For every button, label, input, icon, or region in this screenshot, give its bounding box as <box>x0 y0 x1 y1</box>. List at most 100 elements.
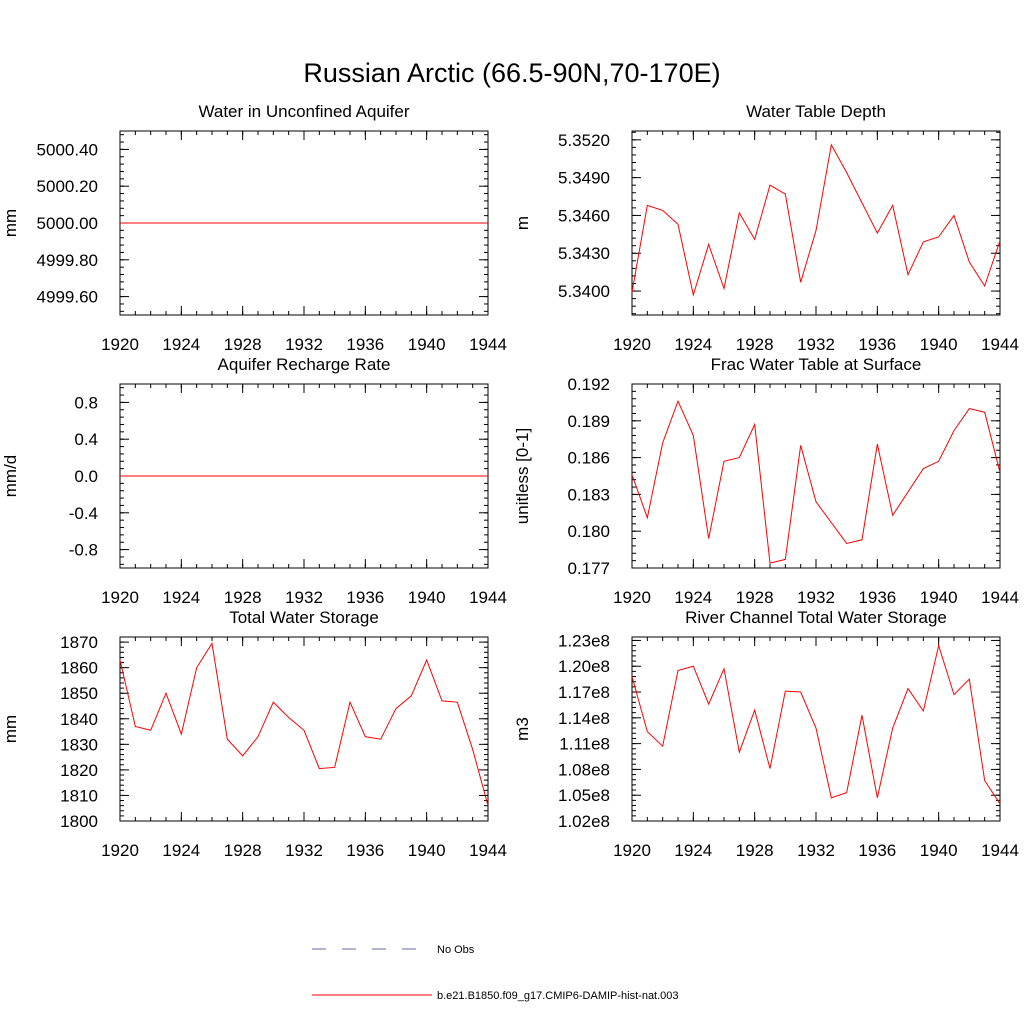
x-tick-label: 1932 <box>285 588 323 607</box>
y-tick-label: 1810 <box>60 786 98 805</box>
x-tick-label: 1936 <box>858 841 896 860</box>
y-tick-label: 1870 <box>60 633 98 652</box>
x-tick-label: 1936 <box>346 588 384 607</box>
y-tick-label: 0.180 <box>567 522 610 541</box>
x-tick-label: 1932 <box>285 841 323 860</box>
x-tick-label: 1944 <box>981 841 1019 860</box>
y-axis-label: mm <box>1 209 20 237</box>
y-tick-label: 1.08e8 <box>558 760 610 779</box>
y-tick-label: 1.05e8 <box>558 786 610 805</box>
x-tick-label: 1940 <box>408 588 446 607</box>
panel-frac-water-table: Frac Water Table at Surface unitless [0-1… <box>513 355 1019 607</box>
x-tick-label: 1920 <box>613 841 651 860</box>
panel-water-table-depth: Water Table Depth m 1920 1924 1928 1932 1936 19… <box>513 102 1019 354</box>
panel-title: Water in Unconfined Aquifer <box>198 102 409 121</box>
x-tick-label: 1928 <box>224 588 262 607</box>
series-line-total-water-storage <box>119 642 489 806</box>
panels: Water in Unconfined Aquifer mm 1920 1924 192… <box>1 102 1019 860</box>
y-tick-label: 1.02e8 <box>558 812 610 831</box>
y-tick-label: 0.192 <box>567 375 610 394</box>
x-tick-label: 1936 <box>346 841 384 860</box>
x-tick-label: 1920 <box>613 588 651 607</box>
x-tick-label: 1920 <box>101 841 139 860</box>
y-tick-label: 0.0 <box>74 467 98 486</box>
panel-total-water-storage: Total Water Storage mm 1920 1924 1928 1932 193… <box>1 608 507 860</box>
y-tick-label: 1800 <box>60 812 98 831</box>
y-tick-label: 1.20e8 <box>558 657 610 676</box>
x-tick-label: 1944 <box>981 588 1019 607</box>
x-tick-label: 1936 <box>858 335 896 354</box>
y-tick-label: 1850 <box>60 684 98 703</box>
x-tick-label: 1944 <box>981 335 1019 354</box>
x-tick-label: 1944 <box>469 841 507 860</box>
y-tick-label: -0.8 <box>69 541 98 560</box>
x-tick-label: 1928 <box>224 335 262 354</box>
y-tick-label: 1830 <box>60 735 98 754</box>
panel-title: River Channel Total Water Storage <box>685 608 947 627</box>
y-axis-label: mm <box>1 715 20 743</box>
y-axis-label: m3 <box>513 717 532 741</box>
x-tick-label: 1940 <box>920 588 958 607</box>
series-line-water-table-depth <box>631 143 1001 297</box>
y-tick-label: 5.3460 <box>558 206 610 225</box>
y-tick-label: 1.14e8 <box>558 709 610 728</box>
x-tick-label: 1936 <box>346 335 384 354</box>
x-tick-label: 1932 <box>797 588 835 607</box>
y-axis-label: unitless [0-1] <box>513 428 532 524</box>
x-tick-label: 1928 <box>736 588 774 607</box>
y-tick-label: 5.3490 <box>558 169 610 188</box>
y-tick-label: 1820 <box>60 761 98 780</box>
y-tick-label: 1.17e8 <box>558 683 610 702</box>
y-tick-label: 5000.40 <box>37 140 98 159</box>
y-tick-label: 4999.80 <box>37 251 98 270</box>
x-tick-label: 1932 <box>797 335 835 354</box>
x-tick-label: 1928 <box>736 841 774 860</box>
y-tick-label: 0.189 <box>567 412 610 431</box>
y-tick-label: 4999.60 <box>37 288 98 307</box>
x-tick-label: 1940 <box>408 841 446 860</box>
panel-title: Water Table Depth <box>746 102 886 121</box>
figure-title: Russian Arctic (66.5-90N,70-170E) <box>303 58 720 88</box>
x-tick-label: 1928 <box>736 335 774 354</box>
series-line-river-channel-storage <box>631 643 1001 805</box>
x-tick-label: 1920 <box>613 335 651 354</box>
x-tick-label: 1928 <box>224 841 262 860</box>
panel-title: Total Water Storage <box>229 608 379 627</box>
y-tick-label: 0.177 <box>567 559 610 578</box>
series-line-frac-water-table <box>631 399 1001 564</box>
y-tick-label: 1840 <box>60 710 98 729</box>
legend-label-no-obs: No Obs <box>437 944 475 956</box>
x-tick-label: 1924 <box>162 335 200 354</box>
y-tick-label: 0.4 <box>74 430 98 449</box>
panel-aquifer-water: Water in Unconfined Aquifer mm 1920 1924 192… <box>1 102 507 354</box>
x-tick-label: 1940 <box>920 335 958 354</box>
y-tick-label: -0.4 <box>69 504 98 523</box>
x-tick-label: 1944 <box>469 335 507 354</box>
x-tick-label: 1924 <box>162 841 200 860</box>
x-tick-label: 1944 <box>469 588 507 607</box>
panel-title: Frac Water Table at Surface <box>711 355 922 374</box>
x-tick-label: 1924 <box>674 588 712 607</box>
x-tick-label: 1920 <box>101 588 139 607</box>
y-axis-label: mm/d <box>1 455 20 498</box>
legend-label-model: b.e21.B1850.f09_g17.CMIP6-DAMIP-hist-nat… <box>437 990 679 1002</box>
x-tick-label: 1924 <box>674 841 712 860</box>
x-tick-label: 1924 <box>162 588 200 607</box>
x-tick-label: 1940 <box>920 841 958 860</box>
x-tick-label: 1932 <box>797 841 835 860</box>
y-tick-label: 1.11e8 <box>559 735 610 754</box>
x-tick-label: 1940 <box>408 335 446 354</box>
y-tick-label: 5.3520 <box>558 131 610 150</box>
x-tick-label: 1920 <box>101 335 139 354</box>
y-axis-label: m <box>513 216 532 230</box>
legend: No Obs b.e21.B1850.f09_g17.CMIP6-DAMIP-h… <box>312 944 679 1002</box>
y-tick-label: 5.3400 <box>558 282 610 301</box>
y-tick-label: 0.186 <box>567 449 610 468</box>
x-tick-label: 1936 <box>858 588 896 607</box>
x-tick-label: 1932 <box>285 335 323 354</box>
y-tick-label: 1860 <box>60 659 98 678</box>
y-tick-label: 1.23e8 <box>558 631 610 650</box>
